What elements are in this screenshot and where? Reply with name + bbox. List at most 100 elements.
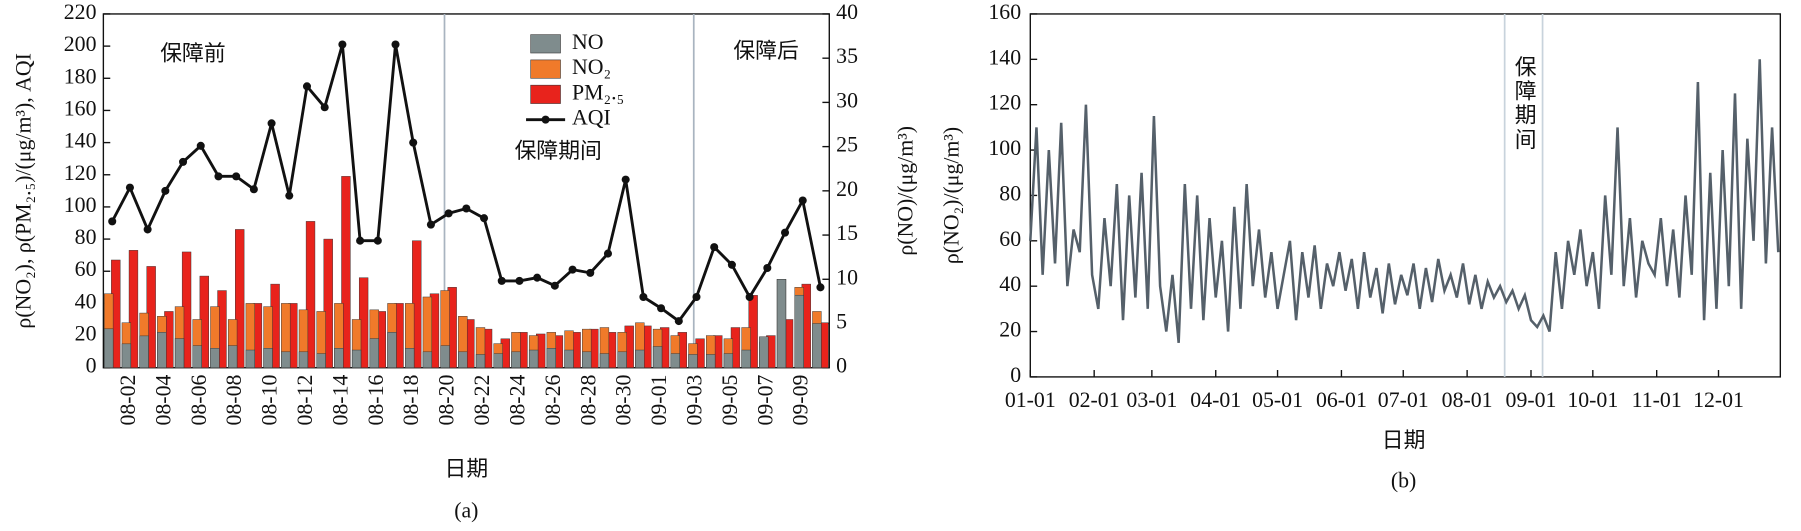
bar — [305, 221, 316, 368]
aqi-dot — [745, 292, 754, 301]
x-tick-label: 08-12 — [293, 375, 317, 426]
aqi-dot — [320, 103, 329, 112]
legend-label: NO₂ — [572, 55, 611, 79]
bar — [341, 176, 351, 368]
aqi-dot — [108, 217, 117, 226]
x-tick-label: 12-01 — [1693, 388, 1744, 412]
x-tick-label: 09-07 — [753, 375, 777, 426]
bar — [458, 351, 468, 368]
bar — [235, 229, 245, 368]
x-label: 日期 — [445, 457, 489, 481]
aqi-dot — [568, 265, 577, 274]
y-tick-label: 40 — [999, 272, 1021, 296]
x-tick-label: 02-01 — [1069, 388, 1120, 412]
x-tick-label: 05-01 — [1252, 388, 1303, 412]
bar — [351, 349, 362, 368]
aqi-dot — [692, 292, 701, 301]
bar — [794, 294, 804, 368]
bar — [405, 348, 415, 368]
aqi-dot — [161, 186, 170, 195]
aqi-dot — [727, 260, 736, 269]
x-tick-label: 08-16 — [364, 375, 388, 426]
bar — [688, 354, 698, 368]
legend-swatch — [541, 115, 550, 124]
aqi-dot — [621, 175, 630, 184]
aqi-line — [110, 44, 822, 324]
legend-swatch — [530, 84, 561, 104]
y-tick-label: 80 — [75, 225, 97, 249]
y2-tick-label: 0 — [836, 354, 847, 378]
x-tick-label: 08-10 — [258, 375, 282, 426]
y2-tick-label: 35 — [836, 44, 858, 68]
x-tick-label: 09-05 — [718, 375, 742, 426]
y-tick-label: 180 — [64, 64, 97, 88]
aqi-dot — [816, 283, 825, 292]
y-tick-label: 220 — [64, 0, 97, 24]
y2-tick-label: 10 — [836, 265, 858, 289]
x-tick-label: 11-01 — [1632, 388, 1682, 412]
bar — [759, 336, 769, 368]
annotation: 保障前 — [160, 41, 225, 65]
bar — [298, 351, 309, 368]
legend-label: PM₂.₅ — [572, 80, 624, 104]
aqi-dot — [462, 204, 471, 213]
aqi-dot — [249, 185, 258, 194]
y2-label: ρ(NO)/(μg/m³) — [893, 126, 917, 256]
y-tick-label: 40 — [75, 289, 97, 313]
bar — [227, 345, 238, 368]
x-tick-label: 09-09 — [789, 375, 813, 426]
y-tick-label: 0 — [86, 354, 97, 378]
bar — [369, 338, 379, 368]
legend-swatch — [530, 34, 561, 54]
bar — [174, 338, 185, 368]
bar — [528, 349, 539, 368]
aqi-dot — [409, 138, 418, 147]
x-tick-label: 08-26 — [541, 375, 565, 426]
y-tick-label: 140 — [988, 45, 1021, 69]
aqi-dot — [763, 264, 772, 273]
aqi-dot — [515, 276, 524, 285]
bar — [128, 250, 139, 368]
y2-tick-label: 15 — [836, 221, 858, 245]
caption: (b) — [1391, 469, 1416, 493]
x-tick-label: 08-30 — [612, 375, 636, 426]
bar — [121, 343, 132, 368]
bar — [139, 335, 149, 368]
series-line — [1029, 59, 1780, 344]
x-tick-label: 09-03 — [682, 375, 706, 426]
x-tick-label: 03-01 — [1126, 388, 1177, 412]
y2-tick-label: 25 — [836, 133, 858, 157]
x-tick-label: 08-06 — [187, 375, 211, 426]
x-tick-label: 08-22 — [470, 375, 494, 426]
aqi-dot — [179, 157, 188, 166]
y-tick-label: 0 — [1010, 363, 1021, 387]
y2-tick-label: 40 — [836, 0, 858, 24]
x-tick-label: 09-01 — [1506, 388, 1557, 412]
bar — [334, 348, 344, 368]
aqi-dot — [196, 141, 205, 150]
x-label: 日期 — [1382, 428, 1426, 452]
bar — [440, 345, 450, 368]
bar — [741, 349, 751, 368]
aqi-dot — [338, 40, 347, 49]
bar — [652, 346, 663, 368]
aqi-dot — [356, 236, 365, 245]
bar — [316, 353, 326, 368]
bar — [723, 353, 734, 368]
legend-swatch — [530, 59, 561, 79]
x-tick-label: 08-04 — [151, 375, 175, 426]
x-tick-label: 10-01 — [1567, 388, 1618, 412]
bar — [776, 279, 787, 368]
aqi-dot — [674, 317, 683, 326]
y-tick-label: 140 — [64, 129, 97, 153]
x-tick-label: 08-28 — [576, 375, 600, 426]
x-tick-label: 07-01 — [1378, 388, 1429, 412]
y2-tick-label: 20 — [836, 177, 858, 201]
bar — [157, 332, 167, 368]
x-tick-label: 06-01 — [1316, 388, 1367, 412]
annotation: 保障期间 — [1512, 55, 1536, 151]
y-tick-label: 200 — [64, 32, 97, 56]
bar — [493, 353, 503, 368]
x-tick-label: 08-08 — [222, 375, 246, 426]
